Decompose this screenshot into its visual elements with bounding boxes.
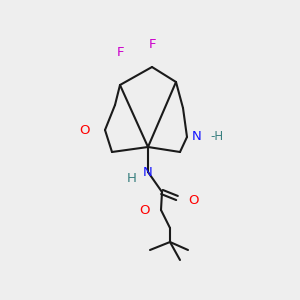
Text: O: O xyxy=(79,124,89,137)
Text: -H: -H xyxy=(210,130,223,143)
Text: O: O xyxy=(188,194,199,206)
Text: H: H xyxy=(127,172,137,185)
Text: N: N xyxy=(143,166,153,178)
Text: F: F xyxy=(116,46,124,59)
Text: F: F xyxy=(149,38,157,50)
Text: O: O xyxy=(139,205,149,218)
Text: N: N xyxy=(192,130,202,143)
